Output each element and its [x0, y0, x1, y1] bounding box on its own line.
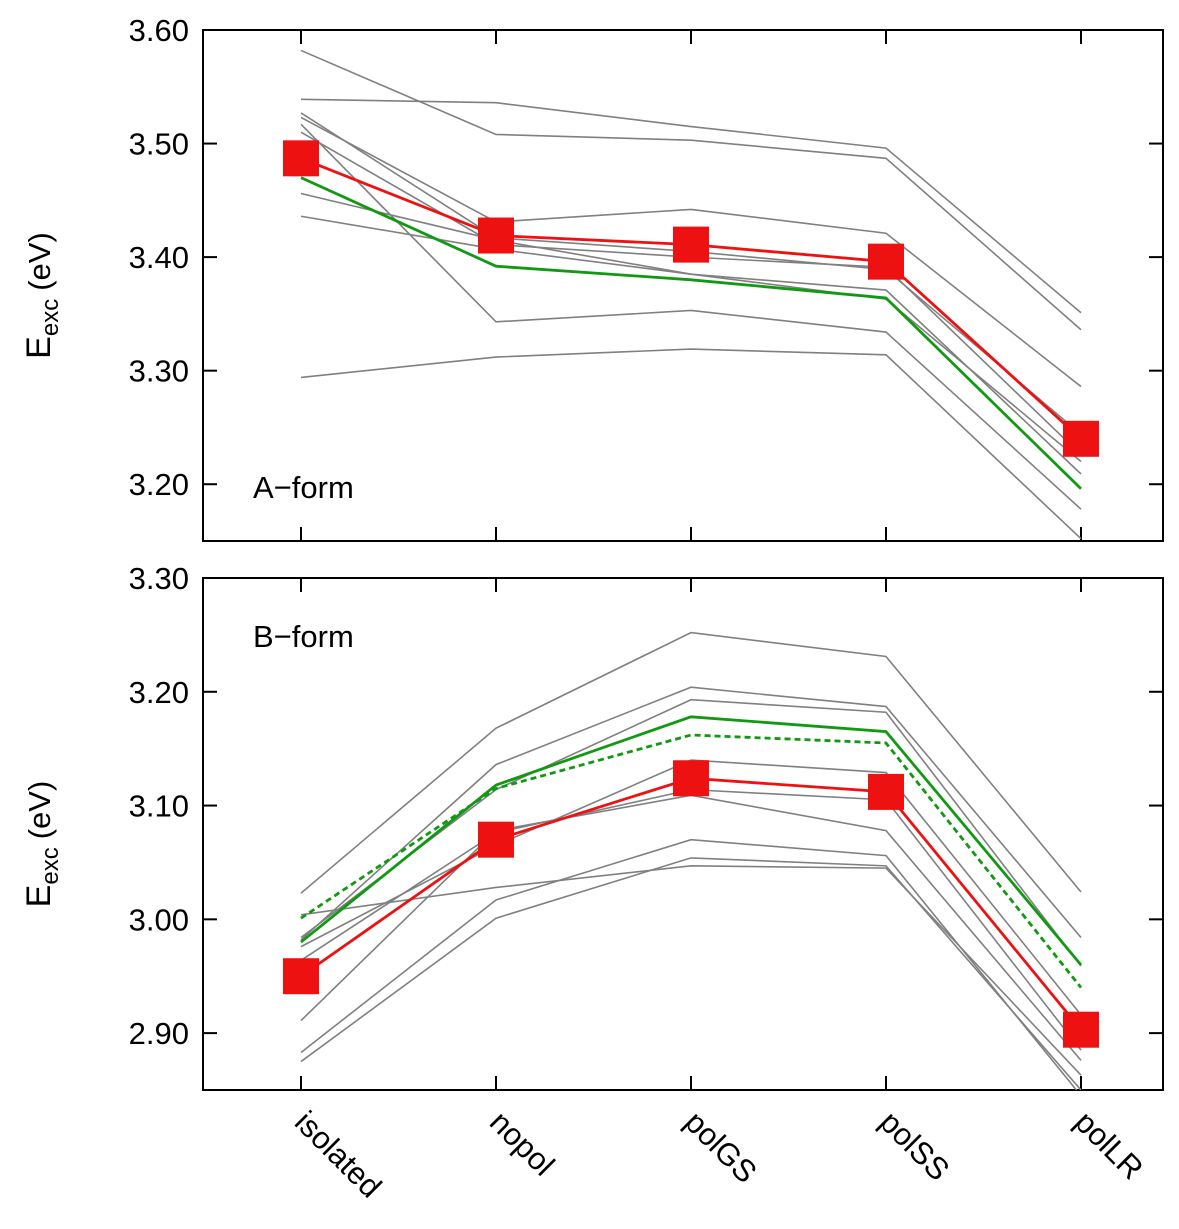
x-tick-label: isolated [288, 1104, 388, 1204]
series-line [300, 698, 1082, 967]
series-line [300, 788, 1082, 1051]
series-line [300, 123, 1082, 510]
series-line [300, 857, 1082, 1090]
series-line [300, 715, 1083, 966]
x-tick-label: polGS [678, 1104, 764, 1190]
y-label-unit: (eV) [22, 232, 57, 291]
y-tick-label: 3.20 [129, 467, 189, 502]
series-line [300, 759, 1082, 1016]
marker [478, 821, 514, 858]
y-label-sub: exc [37, 299, 64, 336]
series-line [300, 733, 1083, 989]
y-axis-label: Eexc (eV) [20, 781, 64, 908]
x-tick-label: polLR [1068, 1104, 1150, 1186]
marker [283, 140, 319, 177]
series-line [300, 631, 1082, 894]
marker [868, 773, 904, 810]
series-line [300, 116, 1082, 388]
y-tick-label: 3.40 [129, 240, 189, 275]
y-tick-label: 2.90 [129, 1016, 189, 1051]
marker [673, 760, 709, 797]
series-line [300, 176, 1082, 490]
y-tick-label: 3.00 [129, 902, 189, 937]
series-line [300, 98, 1082, 314]
marker [673, 226, 709, 263]
y-label-unit: (eV) [22, 781, 57, 840]
y-tick-label: 3.30 [129, 561, 189, 596]
series-line [300, 865, 1082, 1076]
series-line [300, 348, 1082, 540]
series-line [300, 686, 1082, 941]
y-tick-label: 3.20 [129, 675, 189, 710]
series-group [300, 631, 1083, 1090]
y-tick-label: 3.60 [129, 13, 189, 48]
series-line [300, 49, 1082, 331]
y-label-sub: exc [37, 847, 64, 884]
marker [1063, 1011, 1099, 1048]
series-line [300, 776, 1083, 1031]
y-tick-label: 3.50 [129, 127, 189, 162]
series-line [300, 838, 1078, 1090]
y-tick-label: 3.30 [129, 354, 189, 389]
marker [283, 958, 319, 995]
plot-frame [202, 29, 1164, 542]
x-tick-label: nopol [483, 1104, 561, 1182]
marker [1063, 420, 1099, 457]
y-label-main: E [20, 336, 58, 359]
annotation: A−form [253, 470, 354, 505]
x-tick-label: polSS [873, 1104, 956, 1187]
y-tick-label: 3.10 [129, 789, 189, 824]
y-axis-label: Eexc (eV) [20, 232, 64, 359]
y-label-main: E [20, 885, 58, 908]
marker [868, 243, 904, 280]
annotation: B−form [253, 619, 354, 654]
marker [478, 217, 514, 254]
series-group [300, 49, 1082, 540]
plot-frame [202, 577, 1164, 1091]
